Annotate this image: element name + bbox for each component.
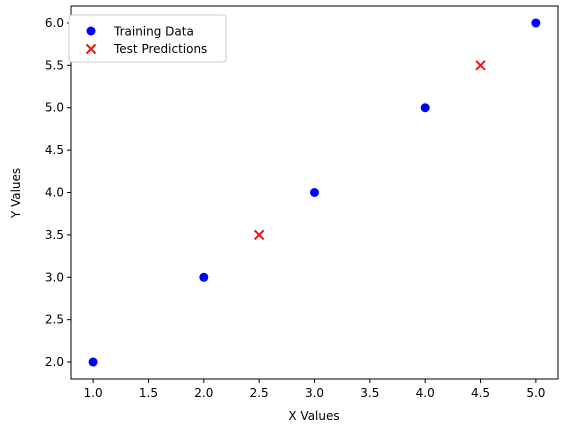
- legend: Training Data Test Predictions: [68, 14, 227, 63]
- x-tick-label: 2.5: [250, 386, 269, 400]
- training-data-point: [199, 272, 209, 282]
- y-tick-label: 5.0: [45, 101, 64, 115]
- y-tick-label: 2.5: [45, 313, 64, 327]
- x-tick-label: 1.0: [84, 386, 103, 400]
- x-tick-label: 3.5: [360, 386, 379, 400]
- x-tick-label: 1.5: [139, 386, 158, 400]
- legend-marker-training: [86, 26, 96, 36]
- x-axis-ticks: 1.0 1.5 2.0 2.5 3.0 3.5 4.0 4.5 5.0: [84, 379, 545, 400]
- training-data-point: [420, 103, 430, 113]
- y-tick-label: 4.5: [45, 143, 64, 157]
- training-data-point: [88, 357, 98, 367]
- test-prediction-point: [253, 229, 265, 241]
- y-tick-label: 4.0: [45, 186, 64, 200]
- x-tick-label: 4.5: [471, 386, 490, 400]
- x-tick-label: 2.0: [194, 386, 213, 400]
- y-tick-label: 3.5: [45, 228, 64, 242]
- x-tick-label: 4.0: [416, 386, 435, 400]
- y-axis-ticks: 2.0 2.5 3.0 3.5 4.0 4.5 5.0 5.5 6.0: [45, 16, 71, 369]
- legend-box: [68, 14, 227, 63]
- x-axis-label: X Values: [288, 409, 339, 423]
- y-tick-label: 6.0: [45, 16, 64, 30]
- legend-label-test: Test Predictions: [113, 42, 207, 56]
- legend-label-training: Training Data: [113, 25, 194, 39]
- training-data-point: [310, 188, 319, 197]
- y-tick-label: 2.0: [45, 355, 64, 369]
- x-tick-label: 5.0: [526, 386, 545, 400]
- y-tick-label: 3.0: [45, 270, 64, 284]
- training-data-point: [531, 18, 541, 28]
- y-tick-label: 5.5: [45, 58, 64, 72]
- y-axis-label: Y Values: [9, 168, 23, 219]
- legend-marker-test: [85, 43, 97, 55]
- data-points: [88, 18, 541, 367]
- x-tick-label: 3.0: [305, 386, 324, 400]
- test-prediction-point: [475, 60, 486, 71]
